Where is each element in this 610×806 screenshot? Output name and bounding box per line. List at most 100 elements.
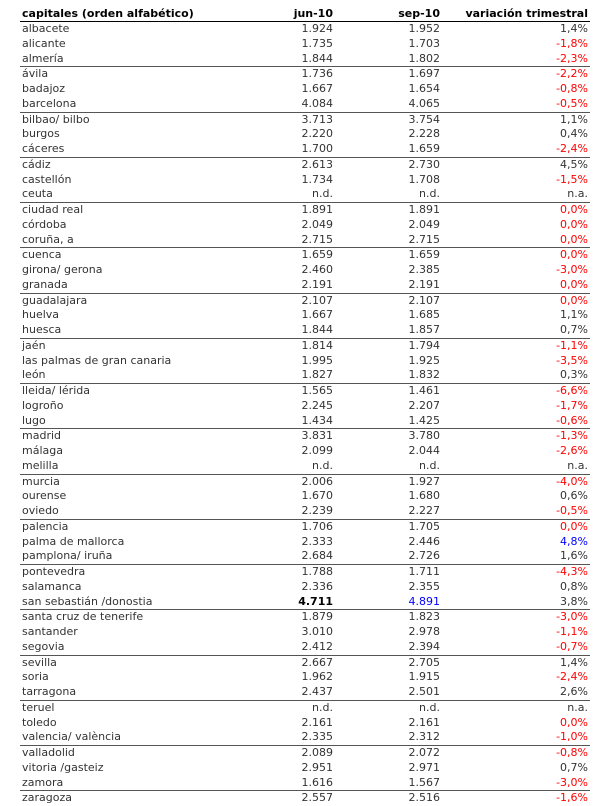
- sep-value: n.d.: [419, 187, 440, 201]
- city-name: logroño: [22, 398, 64, 412]
- sep-value: 1.925: [408, 353, 441, 367]
- variation-value: 0,0%: [560, 293, 588, 307]
- jun-value: 3.010: [301, 625, 334, 638]
- table-row: cádiz 2.613 2.730 4,5%: [20, 156, 590, 173]
- city-name: ávila: [22, 67, 49, 81]
- table-row: badajoz 1.667 1.654 -0,8%: [20, 82, 590, 97]
- jun-value: 3.713: [301, 112, 334, 126]
- table-row: murcia 2.006 1.927 -4,0%: [20, 473, 590, 490]
- city-name: almería: [22, 51, 64, 65]
- jun-value: 1.891: [301, 203, 334, 216]
- city-name: badajoz: [22, 82, 66, 95]
- table-row: santa cruz de tenerife 1.879 1.823 -3,0%: [20, 609, 590, 625]
- variation-value: -0,8%: [556, 82, 588, 95]
- table-row: ávila 1.736 1.697 -2,2%: [20, 66, 590, 82]
- sep-value: 2.072: [408, 746, 441, 759]
- variation-value: 0,0%: [560, 519, 588, 533]
- variation-value: -1,1%: [556, 338, 588, 352]
- sep-value: 1.891: [408, 203, 441, 216]
- variation-value: -2,2%: [556, 67, 588, 81]
- table-row: barcelona 4.084 4.065 -0,5%: [20, 97, 590, 112]
- city-name: pamplona/ iruña: [22, 549, 113, 563]
- sep-value: 2.044: [408, 444, 441, 457]
- sep-value: 2.978: [408, 625, 441, 638]
- variation-value: 0,4%: [560, 127, 588, 141]
- jun-value: 2.099: [301, 444, 334, 457]
- sep-value: 2.385: [408, 263, 441, 276]
- variation-value: -1,5%: [556, 172, 588, 186]
- variation-value: 0,7%: [560, 323, 588, 336]
- table-row: lugo 1.434 1.425 -0,6%: [20, 414, 590, 429]
- variation-value: -4,0%: [556, 474, 588, 488]
- variation-value: -0,7%: [556, 639, 588, 653]
- city-name: segovia: [22, 639, 65, 653]
- jun-value: n.d.: [312, 458, 333, 472]
- sep-value: 1.832: [408, 368, 441, 382]
- table-row: segovia 2.412 2.394 -0,7%: [20, 640, 590, 655]
- sep-value: 2.394: [408, 639, 441, 653]
- sep-value: 1.915: [408, 670, 441, 684]
- table-row: zaragoza 2.557 2.516 -1,6%: [20, 790, 590, 806]
- table-row: ceuta n.d. n.d. n.a.: [20, 187, 590, 202]
- city-name: cuenca: [22, 248, 62, 262]
- variation-value: 0,6%: [560, 489, 588, 503]
- variation-value: 3,8%: [560, 594, 588, 608]
- city-name: madrid: [22, 429, 61, 443]
- city-name: barcelona: [22, 96, 77, 110]
- city-name: ceuta: [22, 187, 53, 201]
- table-row: lleida/ lérida 1.565 1.461 -6,6%: [20, 383, 590, 399]
- variation-value: -2,4%: [556, 670, 588, 684]
- jun-value: 2.460: [301, 263, 334, 276]
- variation-value: -1,0%: [556, 730, 588, 744]
- variation-value: 0,8%: [560, 579, 588, 593]
- table-row: vitoria /gasteiz 2.951 2.971 0,7%: [20, 761, 590, 776]
- jun-value: 2.613: [301, 157, 334, 171]
- city-name: valencia/ valència: [22, 730, 121, 744]
- city-name: murcia: [22, 474, 60, 488]
- sep-value: 1.659: [408, 142, 441, 155]
- jun-value: 2.161: [301, 715, 334, 729]
- table-row: teruel n.d. n.d. n.a.: [20, 699, 590, 716]
- city-name: burgos: [22, 127, 60, 141]
- city-name: zaragoza: [22, 791, 73, 805]
- jun-value: 2.049: [301, 217, 334, 231]
- price-table: capitales (orden alfabético) jun-10 sep-…: [20, 6, 590, 806]
- jun-value: 1.700: [301, 142, 334, 155]
- jun-value: 2.684: [301, 549, 334, 563]
- city-name: bilbao/ bilbo: [22, 112, 90, 126]
- jun-value: 2.437: [301, 685, 334, 698]
- table-row: palma de mallorca 2.333 2.446 4,8%: [20, 535, 590, 550]
- variation-value: -4,3%: [556, 565, 588, 578]
- jun-value: 2.089: [301, 746, 334, 759]
- city-name: castellón: [22, 172, 72, 186]
- city-name: santa cruz de tenerife: [22, 610, 144, 624]
- sep-value: 4.891: [408, 594, 441, 608]
- header-sep: sep-10: [398, 7, 440, 20]
- table-row: santander 3.010 2.978 -1,1%: [20, 625, 590, 640]
- table-row: almería 1.844 1.802 -2,3%: [20, 52, 590, 67]
- variation-value: 0,0%: [560, 248, 588, 262]
- city-name: palma de mallorca: [22, 534, 125, 548]
- sep-value: 1.659: [408, 248, 441, 262]
- jun-value: 2.557: [301, 791, 334, 805]
- city-name: cádiz: [22, 157, 51, 171]
- table-body: albacete 1.924 1.952 1,4% alicante 1.735 1.703…: [20, 22, 590, 806]
- city-name: melilla: [22, 458, 59, 472]
- variation-value: n.a.: [567, 700, 588, 714]
- table-row: las palmas de gran canaria 1.995 1.925 -3,5…: [20, 354, 590, 369]
- sep-value: 2.228: [408, 127, 441, 141]
- jun-value: 4.711: [298, 594, 333, 608]
- variation-value: -0,6%: [556, 413, 588, 427]
- variation-value: 0,0%: [560, 277, 588, 291]
- city-name: huesca: [22, 323, 62, 336]
- city-name: las palmas de gran canaria: [22, 353, 172, 367]
- variation-value: -1,1%: [556, 625, 588, 638]
- variation-value: -3,0%: [556, 263, 588, 276]
- table-row: ciudad real 1.891 1.891 0,0%: [20, 202, 590, 218]
- table-row: madrid 3.831 3.780 -1,3%: [20, 428, 590, 444]
- sep-value: 2.501: [408, 685, 441, 698]
- sep-value: 2.207: [408, 398, 441, 412]
- jun-value: 2.412: [301, 639, 334, 653]
- variation-value: 2,6%: [560, 685, 588, 698]
- jun-value: 2.006: [301, 474, 334, 488]
